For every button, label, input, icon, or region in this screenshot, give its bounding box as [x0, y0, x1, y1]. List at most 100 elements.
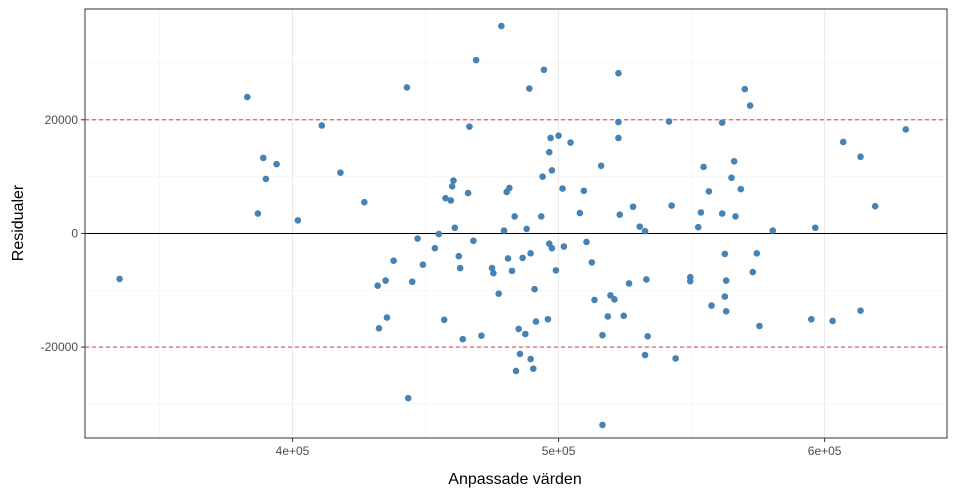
data-point	[871, 202, 879, 210]
data-point	[722, 307, 730, 315]
data-point	[694, 223, 702, 231]
data-point	[451, 224, 459, 232]
data-point	[708, 302, 715, 309]
data-point	[540, 66, 548, 74]
data-point	[829, 317, 836, 325]
data-point	[616, 211, 624, 218]
data-point	[414, 235, 421, 242]
data-point	[718, 119, 726, 126]
data-point	[808, 315, 815, 323]
data-point	[318, 122, 326, 129]
data-point	[722, 277, 730, 284]
data-point	[375, 325, 383, 332]
data-point	[576, 209, 584, 217]
data-point	[466, 123, 473, 130]
data-point	[599, 421, 606, 429]
data-point	[116, 275, 123, 283]
data-point	[597, 162, 605, 170]
data-point	[447, 197, 455, 204]
data-point	[419, 261, 427, 268]
data-point	[548, 167, 556, 174]
data-point	[495, 290, 503, 297]
data-point	[537, 213, 545, 220]
data-point	[404, 394, 412, 402]
data-point	[529, 365, 537, 372]
data-point	[607, 292, 614, 299]
data-point	[552, 267, 560, 274]
data-point	[259, 154, 267, 162]
data-point	[591, 296, 598, 304]
data-point	[522, 330, 529, 338]
data-point	[599, 331, 606, 339]
x-tick-label: 5e+05	[542, 444, 576, 458]
data-point	[746, 102, 754, 109]
data-point	[431, 244, 439, 252]
data-point	[700, 163, 707, 171]
data-point	[512, 367, 520, 375]
data-point	[583, 238, 590, 246]
data-point	[697, 209, 705, 216]
data-point	[545, 148, 553, 156]
data-point	[629, 203, 637, 211]
data-point	[665, 118, 673, 125]
data-points	[116, 22, 910, 429]
data-point	[456, 264, 464, 272]
minor-gridlines	[85, 9, 947, 438]
data-point	[555, 132, 562, 140]
data-point	[812, 224, 819, 232]
data-point	[490, 269, 497, 277]
data-point	[625, 280, 633, 287]
y-tick-label: -20000	[41, 340, 79, 354]
data-point	[615, 118, 622, 126]
y-tick-label: 0	[71, 226, 78, 240]
data-point	[539, 173, 546, 180]
data-point	[523, 225, 530, 233]
data-point	[488, 264, 496, 272]
data-point	[440, 316, 448, 324]
data-point	[500, 227, 508, 234]
reference-lines	[85, 119, 947, 348]
data-point	[580, 187, 588, 195]
y-axis-title: Residualer	[10, 184, 27, 261]
data-point	[262, 175, 270, 183]
data-point	[749, 268, 757, 276]
data-point	[686, 273, 694, 281]
data-point	[721, 293, 729, 300]
data-point	[721, 250, 729, 258]
data-point	[641, 351, 649, 359]
data-point	[641, 227, 649, 235]
data-point	[839, 138, 847, 146]
data-point	[498, 22, 505, 30]
data-point	[478, 332, 485, 340]
data-point	[515, 325, 522, 333]
data-point	[611, 296, 618, 303]
data-point	[753, 250, 761, 257]
data-point	[857, 153, 864, 161]
data-point	[567, 139, 574, 146]
data-point	[337, 169, 344, 176]
data-point	[737, 185, 745, 193]
data-point	[544, 315, 552, 323]
data-point	[383, 314, 391, 321]
data-point	[243, 93, 251, 101]
data-point	[508, 267, 516, 275]
data-point	[636, 223, 644, 230]
data-point	[718, 210, 726, 217]
data-point	[728, 174, 735, 182]
x-axis-title: Anpassade värden	[448, 471, 581, 488]
data-point	[527, 355, 534, 363]
data-point	[464, 189, 472, 197]
data-point	[643, 276, 650, 283]
data-point	[519, 254, 526, 262]
data-point	[390, 257, 397, 265]
data-point	[756, 322, 763, 330]
data-point	[644, 332, 651, 340]
data-point	[620, 312, 628, 320]
data-point	[732, 213, 739, 220]
data-point	[294, 217, 302, 224]
data-point	[531, 285, 538, 293]
data-point	[374, 282, 381, 290]
data-point	[504, 255, 512, 262]
data-point	[516, 350, 524, 358]
